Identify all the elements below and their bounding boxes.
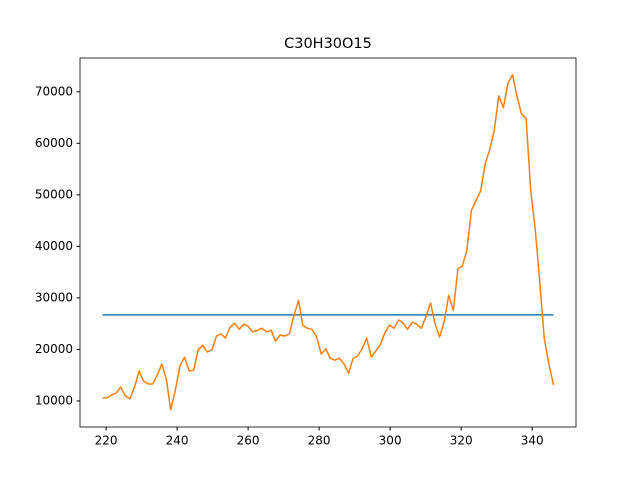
x-tick-label: 280 <box>308 434 331 448</box>
x-tick-label: 260 <box>237 434 260 448</box>
plot-frame <box>79 57 577 428</box>
y-tick-label: 30000 <box>35 290 73 304</box>
y-tick-label: 50000 <box>35 187 73 201</box>
line <box>102 74 555 411</box>
x-tick-label: 240 <box>166 434 189 448</box>
x-tick-label: 300 <box>379 434 402 448</box>
y-tick-label: 60000 <box>35 136 73 150</box>
x-tick-label: 220 <box>95 434 118 448</box>
y-tick-label: 40000 <box>35 239 73 253</box>
x-tick-label: 340 <box>521 434 544 448</box>
chart-title: C30H30O15 <box>284 36 372 52</box>
x-tick-label: 320 <box>450 434 473 448</box>
y-tick-label: 70000 <box>35 84 73 98</box>
y-tick-label: 20000 <box>35 342 73 356</box>
y-tick-label: 10000 <box>35 393 73 407</box>
